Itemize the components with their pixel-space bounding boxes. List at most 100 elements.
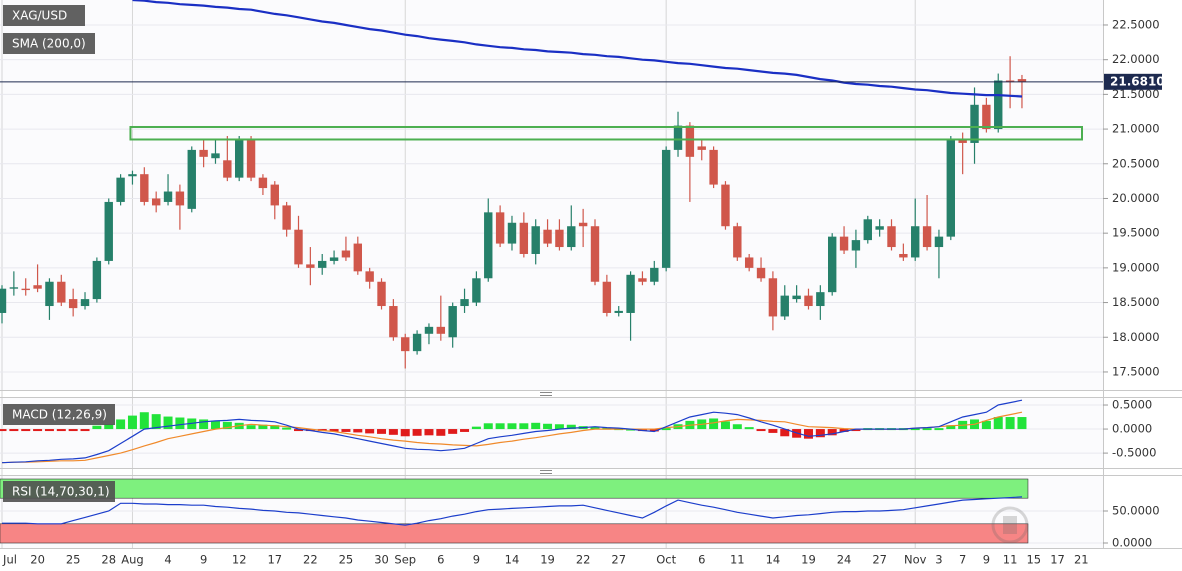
- histogram-bar: [815, 429, 825, 438]
- histogram-bar: [471, 426, 481, 430]
- candle-body: [151, 198, 161, 206]
- macd-panel: [0, 398, 1103, 468]
- series-name: XAG/USD: [12, 9, 67, 23]
- histogram-bar: [827, 429, 837, 436]
- candle-body: [994, 80, 1003, 130]
- histogram-bar: [507, 423, 517, 430]
- candle-body: [246, 139, 256, 178]
- resize-handle[interactable]: [540, 392, 552, 474]
- candle-body: [863, 219, 872, 241]
- histogram-bar: [365, 429, 375, 434]
- candle-body: [507, 222, 517, 244]
- histogram-bar: [851, 429, 861, 432]
- histogram-bar: [68, 429, 78, 432]
- histogram-bar: [590, 426, 600, 430]
- histogram-bar: [519, 423, 529, 430]
- candle-body: [531, 226, 540, 254]
- candle-body: [828, 236, 837, 293]
- histogram-bar: [412, 429, 422, 436]
- x-tick-label: 20: [30, 553, 45, 567]
- candle-body: [412, 333, 422, 352]
- histogram-bar: [9, 429, 19, 432]
- panel-marks: [0, 0, 1103, 369]
- candle-body: [460, 299, 469, 307]
- sma-line: [132, 0, 1023, 98]
- candle-body: [294, 229, 303, 265]
- histogram-bar: [732, 424, 742, 430]
- histogram-bar: [80, 429, 90, 432]
- candle-body: [792, 295, 801, 300]
- candle-body: [519, 222, 529, 254]
- candle-body: [472, 278, 481, 303]
- x-tick-label: 7: [959, 553, 966, 567]
- x-tick-label: 30: [374, 553, 389, 567]
- x-tick-label: 6: [698, 553, 705, 567]
- signal-line: [1, 411, 1023, 464]
- y-tick-label: 0.5000: [1112, 398, 1152, 412]
- histogram-bar: [756, 429, 766, 432]
- x-tick-label: Aug: [121, 553, 143, 567]
- candle-body: [638, 278, 647, 282]
- candle-body: [306, 264, 315, 268]
- candle-body: [365, 271, 374, 282]
- y-tick-label: 50.0000: [1112, 504, 1160, 518]
- candle-body: [401, 337, 410, 352]
- panel-marks: [0, 399, 1027, 464]
- histogram-bar: [33, 429, 43, 432]
- y-tick-label: 21.0000: [1112, 122, 1160, 136]
- x-tick-label: 25: [66, 553, 81, 567]
- candle-body: [484, 212, 493, 279]
- y-tick-label: 17.5000: [1112, 364, 1160, 378]
- x-tick-label: 14: [766, 553, 781, 567]
- candle-body: [650, 267, 659, 282]
- x-tick-label: 9: [473, 553, 480, 567]
- histogram-bar: [981, 420, 991, 430]
- x-tick-label: Nov: [904, 553, 927, 567]
- x-tick-label: 11: [730, 553, 745, 567]
- histogram-bar: [56, 429, 66, 432]
- histogram-bar: [127, 415, 137, 430]
- candle-body: [140, 174, 149, 202]
- x-tick-label: 15: [1026, 553, 1041, 567]
- x-tick-label: 9: [983, 553, 990, 567]
- candle-body: [495, 212, 505, 244]
- candle-body: [626, 274, 635, 313]
- series-name: SMA (200,0): [12, 37, 86, 51]
- x-tick-label: 17: [267, 553, 282, 567]
- x-tick-label: 14: [505, 553, 520, 567]
- histogram-bar: [139, 412, 149, 430]
- y-tick-label: 0.0000: [1112, 536, 1152, 550]
- candle-body: [128, 174, 137, 177]
- x-tick-label: 27: [872, 553, 887, 567]
- candle-body: [733, 226, 742, 258]
- candle-body: [1005, 80, 1015, 82]
- histogram-bar: [400, 429, 410, 437]
- grid-layer: [0, 0, 1103, 548]
- x-tick-label: Sep: [394, 553, 416, 567]
- candle-body: [567, 226, 576, 248]
- candle-body: [922, 226, 932, 248]
- y-tick-label: 18.0000: [1112, 330, 1160, 344]
- histogram-bar: [92, 425, 102, 430]
- x-tick-label: Oct: [656, 553, 676, 567]
- y-tick-label: 19.0000: [1112, 260, 1160, 274]
- candle-body: [970, 104, 979, 143]
- x-tick-label: 6: [437, 553, 444, 567]
- panel-marks: [0, 478, 1029, 544]
- histogram-bar: [388, 429, 398, 435]
- histogram-bar: [709, 418, 719, 430]
- x-tick-label: 4: [164, 553, 171, 567]
- candle-body: [958, 139, 967, 143]
- y-tick-label: 22.0000: [1112, 52, 1160, 66]
- marks-layer: [0, 0, 1103, 544]
- x-tick-label: 19: [540, 553, 555, 567]
- histogram-bar: [946, 425, 956, 430]
- candle-body: [389, 306, 398, 338]
- y-tick-label: 21.5000: [1112, 87, 1160, 101]
- series-name-box: [3, 33, 95, 54]
- candle-body: [235, 139, 244, 178]
- candle-body: [353, 243, 362, 272]
- histogram-bar: [1017, 417, 1027, 430]
- histogram-bar: [116, 419, 126, 430]
- candle-body: [816, 292, 825, 307]
